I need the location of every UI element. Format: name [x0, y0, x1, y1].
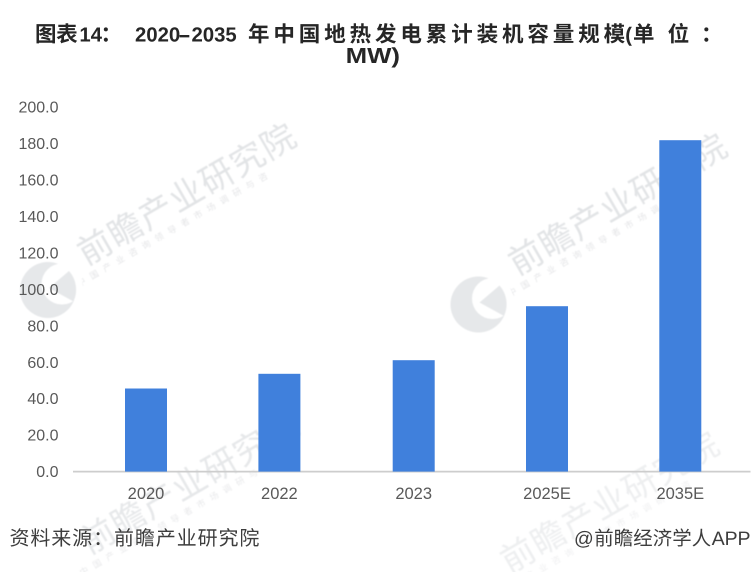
svg-text:0.0: 0.0: [36, 464, 58, 481]
svg-text:140.0: 140.0: [18, 209, 58, 226]
svg-text:120.0: 120.0: [18, 245, 58, 262]
svg-text:20.0: 20.0: [27, 428, 58, 445]
svg-text:180.0: 180.0: [18, 136, 58, 153]
svg-text:2035E: 2035E: [656, 485, 704, 503]
svg-text:200.0: 200.0: [18, 100, 58, 117]
svg-text:2022: 2022: [261, 485, 298, 503]
svg-text:40.0: 40.0: [27, 391, 58, 408]
svg-text:60.0: 60.0: [27, 355, 58, 372]
svg-text:2025E: 2025E: [523, 485, 571, 503]
svg-text:2020: 2020: [128, 485, 165, 503]
svg-text:80.0: 80.0: [27, 318, 58, 335]
svg-text:100.0: 100.0: [18, 282, 58, 299]
svg-text:2023: 2023: [395, 485, 432, 503]
svg-text:160.0: 160.0: [18, 173, 58, 190]
